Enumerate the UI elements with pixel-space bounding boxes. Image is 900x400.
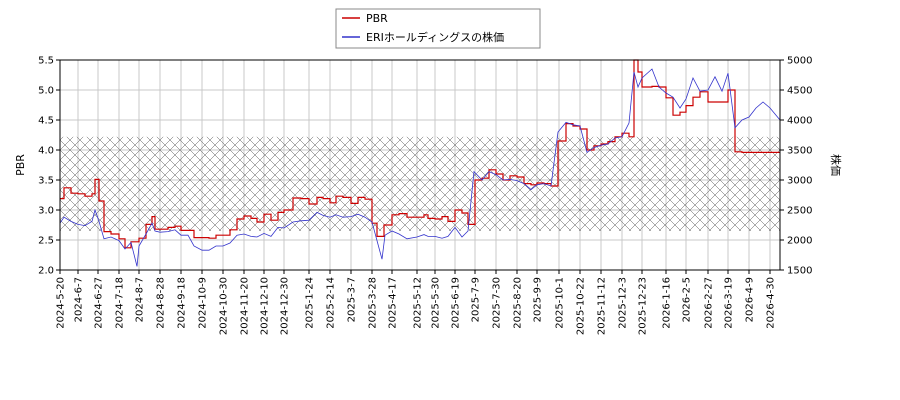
y-left-tick-label: 2.0	[38, 266, 54, 277]
x-tick-label: 2026-4-30	[766, 277, 777, 329]
series-line-1	[59, 68, 781, 267]
x-axis: 2024-5-20 2024-6-7 2024-6-27 2024-7-18 2024-…	[56, 270, 777, 335]
x-tick-label: 2025-7-9	[471, 277, 482, 322]
x-tick-label: 2025-5-30	[431, 277, 442, 329]
legend: PBR ERIホールディングスの株価	[335, 8, 541, 49]
x-tick-label: 2026-2-5	[682, 277, 693, 322]
x-tick-label: 2026-2-27	[704, 277, 715, 329]
x-tick-label: 2025-10-1	[555, 277, 566, 329]
x-tick-label: 2025-2-14	[326, 277, 337, 329]
y-right-tick-label: 4500	[787, 86, 812, 97]
y-left-tick-label: 5.5	[38, 56, 54, 67]
legend-label-1: ERIホールディングスの株価	[366, 30, 504, 44]
x-tick-label: 2025-7-30	[492, 277, 503, 329]
x-tick-label: 2024-11-20	[240, 277, 251, 335]
y-right-tick-label: 5000	[787, 56, 812, 67]
x-tick-label: 2025-12-3	[618, 277, 629, 329]
y-right-tick-label: 2000	[787, 236, 812, 247]
x-tick-label: 2024-12-10	[260, 277, 271, 335]
x-tick-label: 2024-8-7	[135, 277, 146, 322]
y-right-tick-label: 3500	[787, 146, 812, 157]
x-tick-label: 2024-5-20	[56, 277, 67, 329]
x-tick-label: 2024-10-30	[219, 277, 230, 335]
y-left-tick-label: 4.5	[38, 116, 54, 127]
y-axis-right: 1500 2000 2500 3000 3500 4000 4500 5000	[780, 56, 812, 277]
x-tick-label: 2024-12-30	[280, 277, 291, 335]
x-tick-label: 2026-3-19	[724, 277, 735, 329]
x-tick-label: 2024-6-27	[94, 277, 105, 329]
y-axis-left-title: PBR	[14, 154, 27, 176]
x-tick-label: 2025-3-7	[347, 277, 358, 322]
range-band-fill	[60, 136, 780, 231]
x-tick-label: 2026-4-9	[745, 277, 756, 322]
x-tick-label: 2025-3-28	[368, 277, 379, 329]
x-tick-label: 2025-5-12	[413, 277, 424, 329]
x-tick-label: 2024-9-18	[177, 277, 188, 329]
y-left-tick-label: 2.5	[38, 236, 54, 247]
y-right-tick-label: 1500	[787, 266, 812, 277]
legend-box	[335, 8, 541, 49]
x-tick-label: 2025-10-22	[576, 277, 587, 335]
x-tick-label: 2025-11-12	[597, 277, 608, 335]
y-left-tick-label: 3.5	[38, 176, 54, 187]
y-left-tick-label: 5.0	[38, 86, 54, 97]
legend-label-0: PBR	[366, 12, 388, 25]
x-tick-label: 2024-8-28	[156, 277, 167, 329]
y-axis-left: 2.0 2.5 3.0 3.5 4.0 4.5 5.0 5.5	[38, 56, 60, 277]
y-axis-right-title: 株価	[829, 154, 843, 176]
y-right-tick-label: 2500	[787, 206, 812, 217]
y-left-tick-label: 3.0	[38, 206, 54, 217]
range-band	[60, 136, 780, 231]
x-tick-label: 2025-4-17	[388, 277, 399, 329]
plot-frame	[59, 59, 781, 271]
y-right-tick-label: 4000	[787, 116, 812, 127]
x-tick-label: 2024-10-9	[198, 277, 209, 329]
x-tick-label: 2025-9-9	[533, 277, 544, 322]
x-tick-label: 2025-12-23	[638, 277, 649, 335]
x-tick-label: 2025-6-19	[451, 277, 462, 329]
x-tick-label: 2025-1-24	[305, 277, 316, 329]
y-right-tick-label: 3000	[787, 176, 812, 187]
x-tick-label: 2025-8-20	[513, 277, 524, 329]
x-tick-label: 2026-1-16	[662, 277, 673, 329]
x-tick-label: 2024-7-18	[115, 277, 126, 329]
x-tick-label: 2024-6-7	[74, 277, 85, 322]
y-left-tick-label: 4.0	[38, 146, 54, 157]
